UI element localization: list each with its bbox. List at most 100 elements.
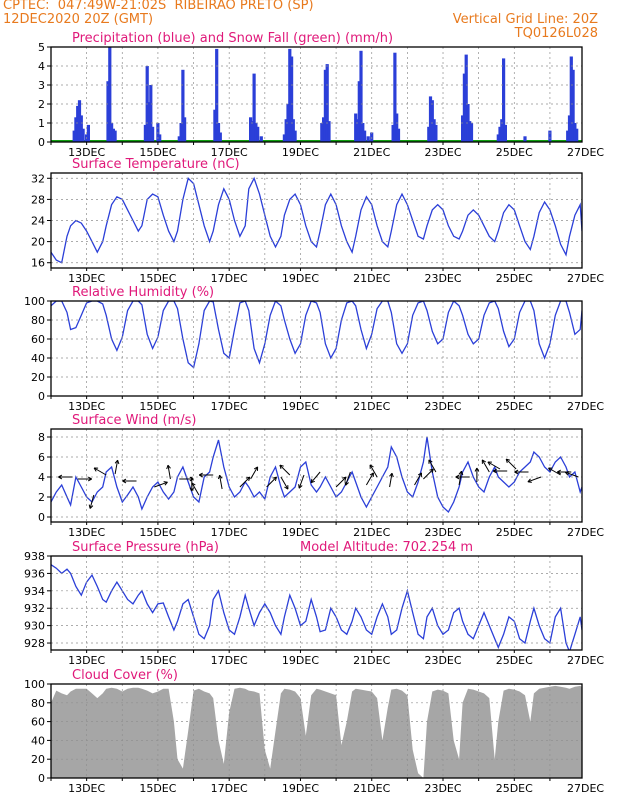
- y-tick-label: 100: [24, 295, 45, 308]
- y-tick-label: 4: [38, 471, 45, 484]
- precip-bar: [291, 119, 295, 142]
- wind-arrow: [487, 461, 501, 470]
- wind-arrow: [298, 474, 305, 489]
- wind-line: [51, 436, 582, 514]
- precip-bar: [288, 48, 292, 142]
- precip-bar: [391, 124, 395, 142]
- x-tick-label: 15DEC: [139, 272, 176, 285]
- wind-title: Surface Wind (m/s): [72, 413, 196, 428]
- precip-bar: [147, 102, 151, 142]
- wind-arrow: [191, 482, 200, 496]
- precip-bar: [502, 58, 506, 142]
- x-tick-label: 21DEC: [353, 272, 390, 285]
- precip-bar: [366, 136, 370, 142]
- wind-arrow: [280, 476, 289, 490]
- x-tick-label: 25DEC: [496, 782, 533, 795]
- y-tick-label: 5: [38, 41, 45, 54]
- y-tick-label: 40: [31, 352, 45, 365]
- y-tick-label: 928: [24, 637, 45, 650]
- precip-frame: [50, 46, 583, 143]
- precip-title: Precipitation (blue) and Snow Fall (gree…: [72, 31, 393, 46]
- precip-bar: [496, 134, 500, 142]
- precip-bar: [110, 123, 114, 142]
- wind-arrow: [217, 474, 223, 490]
- y-tick-label: 8: [38, 431, 45, 444]
- humidity-frame: [50, 300, 583, 397]
- precip-bar: [357, 81, 361, 142]
- precip-bar: [254, 123, 258, 142]
- y-tick-label: 3: [38, 79, 45, 92]
- wind-arrow: [481, 459, 490, 473]
- precip-bar: [177, 136, 181, 142]
- wind-arrow: [198, 472, 214, 478]
- y-tick-label: 80: [31, 314, 45, 327]
- precip-bar: [149, 85, 153, 142]
- pressure-frame: [50, 555, 583, 651]
- run-date: 12DEC2020 20Z (GMT): [3, 12, 154, 27]
- precip-bar: [523, 136, 527, 142]
- y-tick-label: 932: [24, 602, 45, 615]
- x-tick-label: 27DEC: [567, 654, 604, 667]
- precip-bar: [432, 119, 436, 142]
- x-tick-label: 25DEC: [496, 526, 533, 539]
- precip-bar: [290, 56, 294, 142]
- y-tick-label: 20: [31, 371, 45, 384]
- precip-bar: [566, 130, 570, 142]
- precip-bar: [427, 126, 431, 142]
- wind-panel: Surface Wind (m/s) 0 2 4 6 8 13DEC 15DEC 17DEC 19…: [38, 413, 604, 539]
- precip-bar: [111, 128, 115, 142]
- cloud-title: Cloud Cover (%): [72, 668, 178, 683]
- wind-arrow: [344, 471, 351, 486]
- wind-arrow: [93, 467, 107, 476]
- y-tick-label: 24: [31, 215, 45, 228]
- wind-arrow: [505, 458, 517, 470]
- wind-arrow: [548, 467, 561, 476]
- x-tick-label: 23DEC: [424, 526, 461, 539]
- precip-bar: [323, 69, 327, 142]
- y-tick-label: 4: [38, 60, 45, 73]
- wind-arrow: [114, 459, 120, 475]
- precip-bar: [363, 130, 367, 142]
- x-tick-label: 25DEC: [496, 400, 533, 413]
- precip-bar: [216, 123, 221, 142]
- precip-bar: [428, 96, 433, 142]
- x-tick-label: 25DEC: [496, 654, 533, 667]
- x-tick-label: 15DEC: [139, 400, 176, 413]
- x-tick-label: 19DEC: [282, 272, 319, 285]
- x-tick-label: 19DEC: [282, 782, 319, 795]
- precip-bar: [548, 130, 552, 142]
- precip-bar: [179, 123, 183, 142]
- cloud-panel: Cloud Cover (%) 0 20 40 60 80 100 13DEC 15DEC 17D…: [24, 668, 604, 795]
- precip-bar: [355, 119, 360, 142]
- cloud-cover-area: [51, 685, 582, 778]
- x-tick-label: 17DEC: [211, 400, 248, 413]
- x-tick-label: 15DEC: [139, 146, 176, 159]
- x-tick-label: 21DEC: [353, 400, 390, 413]
- precip-bar: [143, 124, 147, 142]
- x-tick-label: 23DEC: [424, 272, 461, 285]
- precip-bar: [354, 113, 358, 142]
- x-tick-label: 27DEC: [567, 400, 604, 413]
- y-tick-label: 100: [24, 678, 45, 691]
- wind-arrow: [122, 478, 137, 484]
- station-header: CPTEC: 047:49W-21:02S RIBEIRAO PRETO (SP…: [3, 0, 314, 13]
- x-tick-label: 13DEC: [68, 400, 105, 413]
- wind-arrow: [250, 466, 259, 480]
- wind-arrow: [310, 471, 321, 484]
- precip-bar: [503, 124, 507, 142]
- precip-panel: Precipitation (blue) and Snow Fall (gree…: [38, 31, 604, 159]
- precip-bar: [393, 52, 397, 142]
- x-tick-label: 19DEC: [282, 146, 319, 159]
- precip-bar: [395, 113, 399, 142]
- x-tick-label: 17DEC: [211, 654, 248, 667]
- precip-bar: [434, 124, 438, 142]
- wind-arrow: [414, 472, 422, 486]
- x-tick-label: 27DEC: [567, 782, 604, 795]
- precip-bar: [181, 69, 185, 142]
- model-altitude: Model Altitude: 702.254 m: [300, 540, 473, 555]
- wind-arrow: [369, 464, 378, 478]
- precip-bar: [396, 128, 401, 142]
- precip-bar: [79, 115, 83, 142]
- y-tick-label: 0: [38, 772, 45, 785]
